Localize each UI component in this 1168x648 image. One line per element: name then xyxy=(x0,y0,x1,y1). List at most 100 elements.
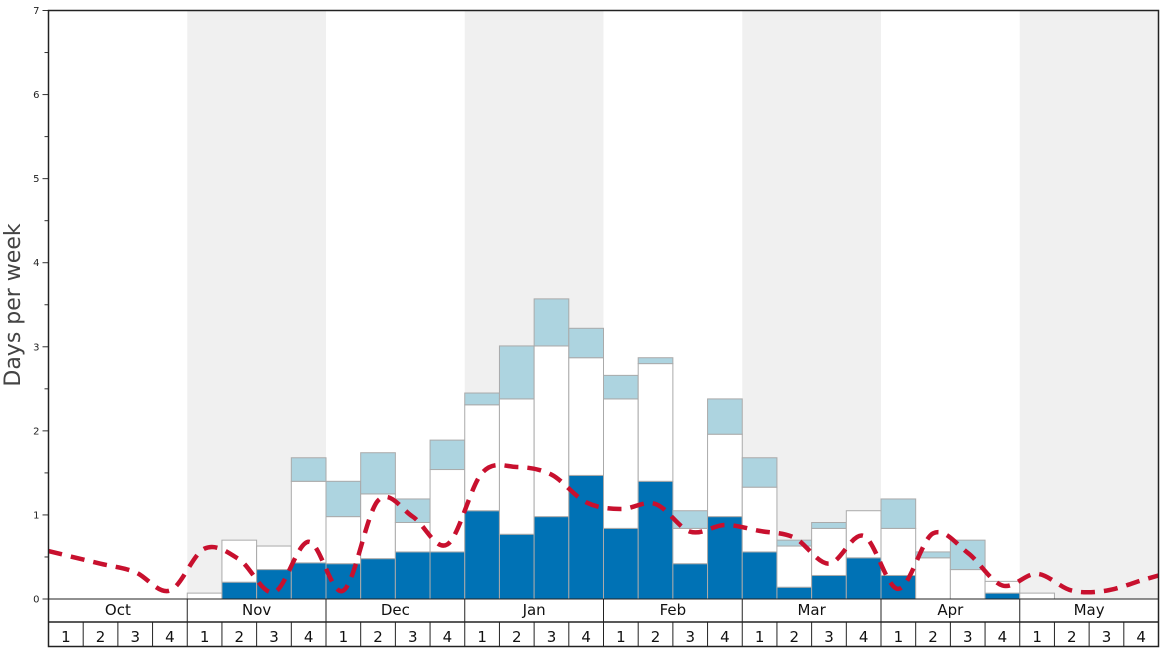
week-label: 3 xyxy=(1102,628,1112,646)
week-label: 2 xyxy=(373,628,383,646)
y-axis-title: Days per week xyxy=(1,223,26,386)
bar-segment-dark xyxy=(741,551,778,600)
y-tick-label: 4 xyxy=(33,258,39,269)
week-label: 4 xyxy=(859,628,869,646)
week-label: 3 xyxy=(824,628,834,646)
week-label: 2 xyxy=(790,628,800,646)
week-label: 1 xyxy=(755,628,765,646)
month-label-mar: Mar xyxy=(797,601,826,619)
week-label: 2 xyxy=(235,628,245,646)
bar-segment-dark xyxy=(290,562,327,600)
bar-segment-light xyxy=(811,521,847,529)
bar-segment-white xyxy=(186,592,223,600)
bar-segment-dark xyxy=(394,551,431,600)
average-line-path xyxy=(47,462,1160,595)
bar-segment-white xyxy=(464,404,500,512)
week-label: 4 xyxy=(581,628,591,646)
bar-segment-white xyxy=(949,569,986,600)
week-label: 4 xyxy=(304,628,314,646)
bar-segment-dark xyxy=(603,527,639,600)
week-label: 1 xyxy=(339,628,349,646)
week-label: 2 xyxy=(651,628,661,646)
week-label: 1 xyxy=(477,628,487,646)
month-label-may: May xyxy=(1074,601,1105,619)
week-label: 1 xyxy=(894,628,904,646)
month-label-dec: Dec xyxy=(381,601,410,619)
bar-segment-dark xyxy=(498,533,535,600)
week-label: 1 xyxy=(616,628,626,646)
month-label-apr: Apr xyxy=(937,601,964,619)
bar-segment-white xyxy=(568,357,604,476)
bar-segment-light xyxy=(707,398,743,435)
y-tick-label: 3 xyxy=(33,342,39,353)
plot-frame xyxy=(47,9,1160,648)
bar-segment-white xyxy=(1019,592,1055,600)
bar-segment-dark xyxy=(845,557,882,600)
week-label: 4 xyxy=(165,628,175,646)
y-tick-label: 2 xyxy=(33,426,39,437)
bar-segment-light xyxy=(325,480,362,518)
week-label: 2 xyxy=(1067,628,1077,646)
bar-segment-dark xyxy=(464,510,500,600)
bar-segment-dark xyxy=(811,574,847,600)
bar-segment-light xyxy=(603,374,639,400)
bar-segment-white xyxy=(776,545,813,588)
bar-segment-dark xyxy=(984,592,1021,600)
week-label: 4 xyxy=(443,628,453,646)
bar-segment-light xyxy=(429,439,466,471)
bar-segment-white xyxy=(256,545,292,571)
week-label: 4 xyxy=(1136,628,1146,646)
bar-segment-light xyxy=(637,357,674,365)
bar-segment-white xyxy=(915,557,951,600)
month-label-feb: Feb xyxy=(660,601,687,619)
week-label: 3 xyxy=(547,628,557,646)
bar-segment-light xyxy=(741,457,778,488)
bar-segment-white xyxy=(325,516,362,565)
y-tick-label: 6 xyxy=(33,90,39,101)
bar-segment-light xyxy=(533,298,570,347)
bar-segment-light xyxy=(568,327,604,359)
bar-segment-white xyxy=(429,469,466,553)
bar-segment-dark xyxy=(637,480,674,600)
week-label: 3 xyxy=(269,628,279,646)
week-label: 4 xyxy=(998,628,1008,646)
bar-segment-white xyxy=(707,433,743,518)
y-axis: 0 1 2 3 4 5 6 7 xyxy=(33,6,49,606)
week-label: 3 xyxy=(130,628,140,646)
bar-segment-dark xyxy=(533,516,570,600)
bar-segment-dark xyxy=(429,551,466,600)
bar-segment-white xyxy=(637,363,674,482)
week-label: 3 xyxy=(963,628,973,646)
week-label: 1 xyxy=(1032,628,1042,646)
week-label: 3 xyxy=(408,628,418,646)
week-label: 3 xyxy=(685,628,695,646)
y-tick-label: 5 xyxy=(33,174,39,185)
bar-segment-dark xyxy=(360,558,396,600)
y-tick-label: 1 xyxy=(33,510,39,521)
week-label: 1 xyxy=(61,628,71,646)
y-tick-label: 0 xyxy=(33,595,39,606)
bar-segment-light xyxy=(880,498,917,529)
bar-segment-dark xyxy=(776,586,813,600)
bar-segment-light xyxy=(464,392,500,406)
x-axis: Oct 1 2 3 4 Nov 1 2 3 4 Dec 1 2 3 4 Jan 1 2 3 4 Feb 1 2 3 4 Mar 1 2… xyxy=(48,598,1159,647)
bar-segment-dark xyxy=(672,563,709,600)
month-label-jan: Jan xyxy=(522,601,546,619)
bar-segment-white xyxy=(533,345,570,518)
week-label: 4 xyxy=(720,628,730,646)
week-label: 1 xyxy=(200,628,210,646)
bar-segment-white xyxy=(880,527,917,576)
bar-segment-white xyxy=(741,486,778,553)
bar-segment-light xyxy=(290,457,327,482)
week-label: 2 xyxy=(512,628,522,646)
bar-segment-white xyxy=(290,480,327,564)
week-label: 2 xyxy=(928,628,938,646)
average-line xyxy=(47,462,1160,595)
bar-segment-dark xyxy=(707,516,743,600)
y-tick-label: 7 xyxy=(33,6,39,17)
month-band-may xyxy=(1019,10,1159,599)
bar-segment-light xyxy=(360,452,396,495)
month-label-nov: Nov xyxy=(242,601,271,619)
week-label: 2 xyxy=(96,628,106,646)
